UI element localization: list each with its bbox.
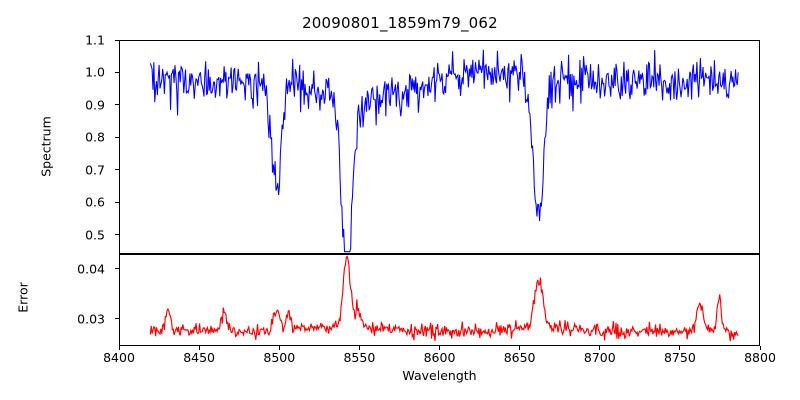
x-tick-label: 8550 [343, 350, 376, 365]
error-y-tick: 0.03 [77, 311, 105, 326]
x-tick-mark [519, 346, 521, 350]
x-tick-mark [198, 346, 200, 350]
x-tick-mark [358, 346, 360, 350]
spectrum-y-tick-mark [115, 39, 119, 41]
error-y-tick: 0.04 [77, 261, 105, 276]
spectrum-y-tick: 0.8 [85, 129, 105, 145]
spectrum-y-tick: 1.0 [85, 64, 105, 80]
x-tick-mark [679, 346, 681, 350]
error-y-tick-mark [115, 318, 119, 320]
x-tick-mark [439, 346, 441, 350]
spectrum-y-tick: 0.9 [85, 97, 105, 113]
x-tick-label: 8400 [103, 350, 135, 365]
spectrum-y-tick-mark [115, 71, 119, 73]
x-tick-label: 8750 [663, 350, 696, 365]
x-tick-label: 8650 [503, 350, 536, 365]
error-y-tick-mark [115, 268, 119, 270]
spectrum-y-tick: 0.6 [85, 194, 105, 210]
error-y-axis-label: Error [15, 282, 31, 313]
x-tick-mark [599, 346, 601, 350]
spectrum-y-tick-mark [115, 201, 119, 203]
x-tick-label: 8800 [744, 350, 776, 365]
spectrum-y-axis-label: Spectrum [38, 116, 54, 177]
x-tick-mark [118, 346, 120, 350]
x-tick-label: 8450 [183, 350, 215, 365]
spectrum-y-tick-mark [115, 136, 119, 138]
spectrum-series [120, 41, 759, 253]
spectrum-y-tick: 1.1 [85, 32, 105, 48]
x-axis-label: Wavelength [402, 368, 477, 383]
spectrum-y-tick: 0.7 [85, 162, 105, 178]
chart-title: 20090801_1859m79_062 [302, 14, 498, 32]
spectrum-y-tick: 0.5 [85, 227, 105, 242]
x-tick-label: 8500 [263, 350, 296, 365]
x-tick-label: 8600 [423, 350, 456, 365]
spectrum-y-tick-mark [115, 234, 119, 236]
x-tick-mark [278, 346, 280, 350]
error-series [120, 255, 759, 345]
spectrum-y-tick-mark [115, 169, 119, 171]
error-plot-area [119, 254, 760, 346]
spectrum-y-tick-mark [115, 104, 119, 106]
spectrum-plot-area [119, 40, 760, 254]
x-tick-mark [759, 346, 761, 350]
x-tick-label: 8700 [583, 350, 616, 365]
